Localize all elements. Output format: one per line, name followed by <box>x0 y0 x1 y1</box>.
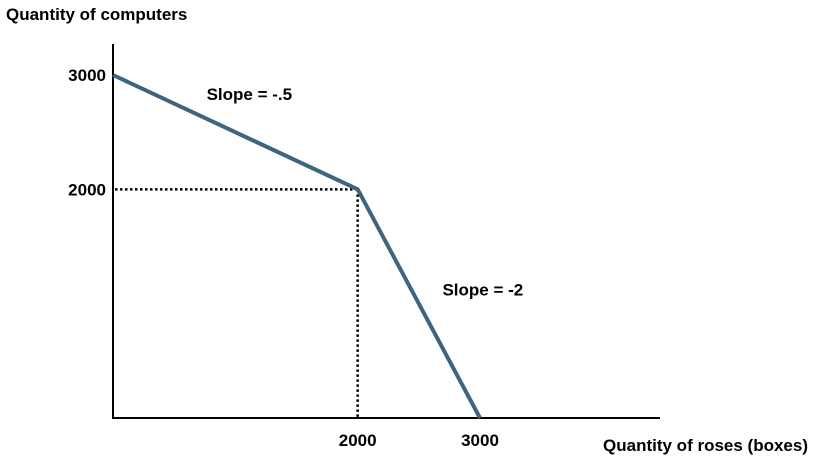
y-tick-label: 3000 <box>68 66 106 85</box>
x-tick-label: 3000 <box>461 431 499 450</box>
slope-annotation: Slope = -2 <box>442 281 523 300</box>
slope-annotation: Slope = -.5 <box>207 85 293 104</box>
x-axis-title: Quantity of roses (boxes) <box>603 436 808 455</box>
y-axis-title: Quantity of computers <box>6 5 187 24</box>
y-tick-label: 2000 <box>68 180 106 199</box>
series-line <box>112 73 482 419</box>
x-tick-label: 2000 <box>339 431 377 450</box>
